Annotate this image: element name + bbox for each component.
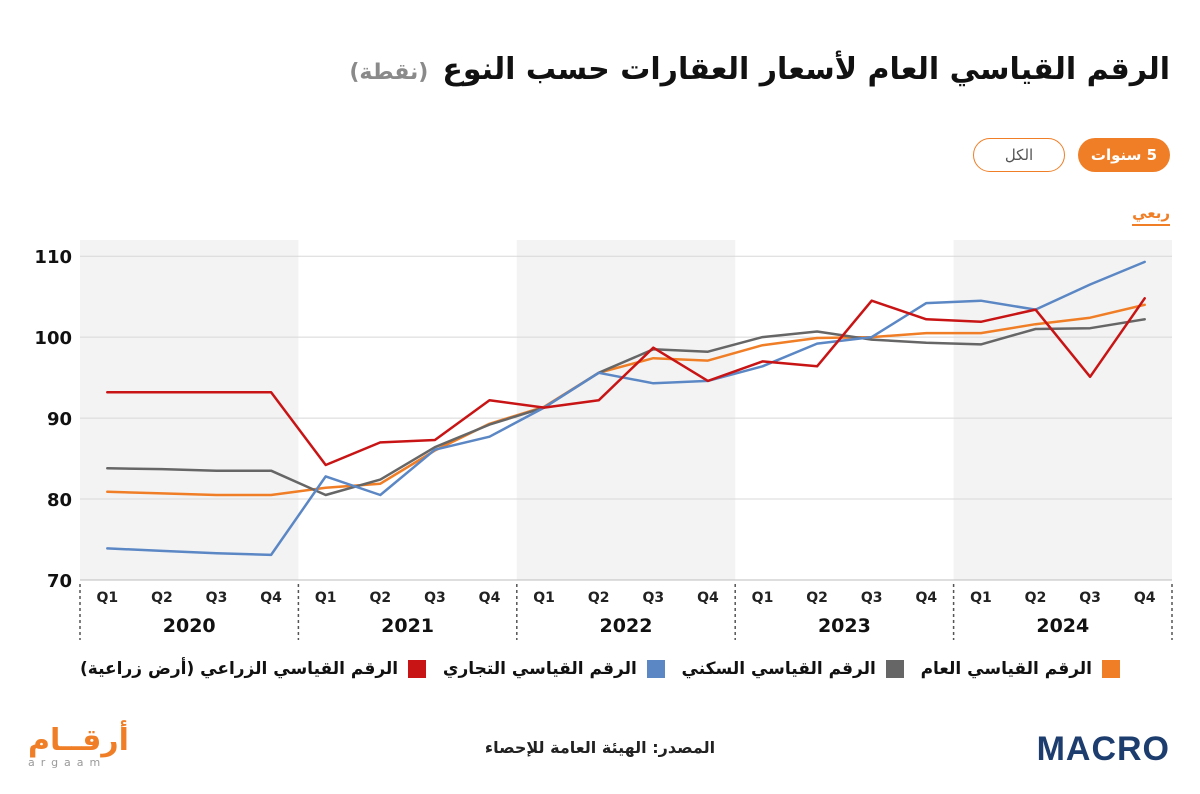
series-line-1 [106,318,1146,497]
x-group-label: 2020 [163,615,216,637]
series-line-2 [106,260,1146,557]
y-axis-ticks: 70 80 90 100 110 [34,247,72,592]
x-tick-label: Q4 [260,590,282,606]
argaam-logo-en: argaam [28,756,107,769]
x-group-label: 2021 [381,615,434,637]
x-tick-label: Q3 [1079,590,1101,606]
x-group-label: 2024 [1036,615,1089,637]
legend-item-residential[interactable]: الرقم القياسي السكني [682,659,904,679]
x-tick-label: Q1 [752,590,774,606]
legend: الرقم القياسي العام الرقم القياسي السكني… [80,654,1120,684]
legend-swatch-residential [885,660,904,678]
x-tick-label: Q4 [915,590,937,606]
legend-label-commercial: الرقم القياسي التجاري [442,659,637,679]
argaam-logo: أرقــام argaam [28,726,148,772]
legend-swatch-general [1102,660,1120,678]
x-tick-label: Q2 [1025,590,1047,606]
macro-logo: MACRO [1036,730,1170,768]
legend-swatch-commercial [646,660,665,678]
year-band [953,240,1172,580]
source-note: المصدر: الهيئة العامة للإحصاء [484,738,716,757]
y-tick-label: 70 [47,571,72,592]
x-tick-label: Q1 [96,590,118,606]
year-band [516,240,736,580]
series-lines [106,260,1146,557]
legend-swatch-agricultural [408,660,427,678]
y-tick-label: 90 [47,409,72,430]
x-tick-label: Q3 [642,590,664,606]
y-tick-label: 100 [34,328,72,349]
legend-item-agricultural[interactable]: الرقم القياسي الزراعي (أرض زراعية) [80,659,427,679]
five-years-button[interactable]: 5 سنوات [1078,138,1170,172]
x-tick-label: Q3 [861,590,883,606]
x-tick-label: Q1 [970,590,992,606]
x-group-label: 2022 [600,615,653,637]
series-line-0 [106,303,1146,497]
chart-unit: (نقطة) [349,60,429,85]
x-tick-label: Q3 [424,590,446,606]
legend-label-residential: الرقم القياسي السكني [681,659,876,679]
x-tick-label: Q4 [697,590,719,606]
x-tick-label: Q2 [588,590,610,606]
all-button[interactable]: الكل [973,138,1065,172]
argaam-logo-ar: أرقــام [28,723,129,758]
legend-label-agricultural: الرقم القياسي الزراعي (أرض زراعية) [80,659,399,679]
x-group-label: 2023 [818,615,871,637]
x-tick-label: Q2 [151,590,173,606]
legend-item-commercial[interactable]: الرقم القياسي التجاري [443,659,665,679]
x-tick-label: Q3 [206,590,228,606]
x-tick-label: Q4 [479,590,501,606]
x-tick-label: Q2 [806,590,828,606]
chart-header: الرقم القياسي العام لأسعار العقارات حسب … [349,52,1170,87]
y-tick-label: 110 [34,247,72,268]
x-tick-label: Q1 [533,590,555,606]
x-axis: Q1 Q2 Q3 Q4 Q1 Q2 Q3 Q4 Q1 Q2 Q3 Q4 Q1 Q2 Q3 Q4 Q1 Q2 Q3 Q4… [79,579,1173,640]
x-tick-label: Q2 [369,590,391,606]
legend-label-general: الرقم القياسي العام [920,659,1092,679]
x-tick-label: Q1 [315,590,337,606]
year-band [80,240,299,580]
x-tick-label: Q4 [1134,590,1156,606]
series-line-3 [106,297,1146,467]
chart-title: الرقم القياسي العام لأسعار العقارات حسب … [442,52,1170,87]
y-tick-label: 80 [47,490,72,511]
frequency-tab[interactable]: ربعي [1132,204,1170,226]
grid-lines [80,255,1172,581]
legend-item-general[interactable]: الرقم القياسي العام [921,659,1120,679]
year-bands [80,240,1172,580]
